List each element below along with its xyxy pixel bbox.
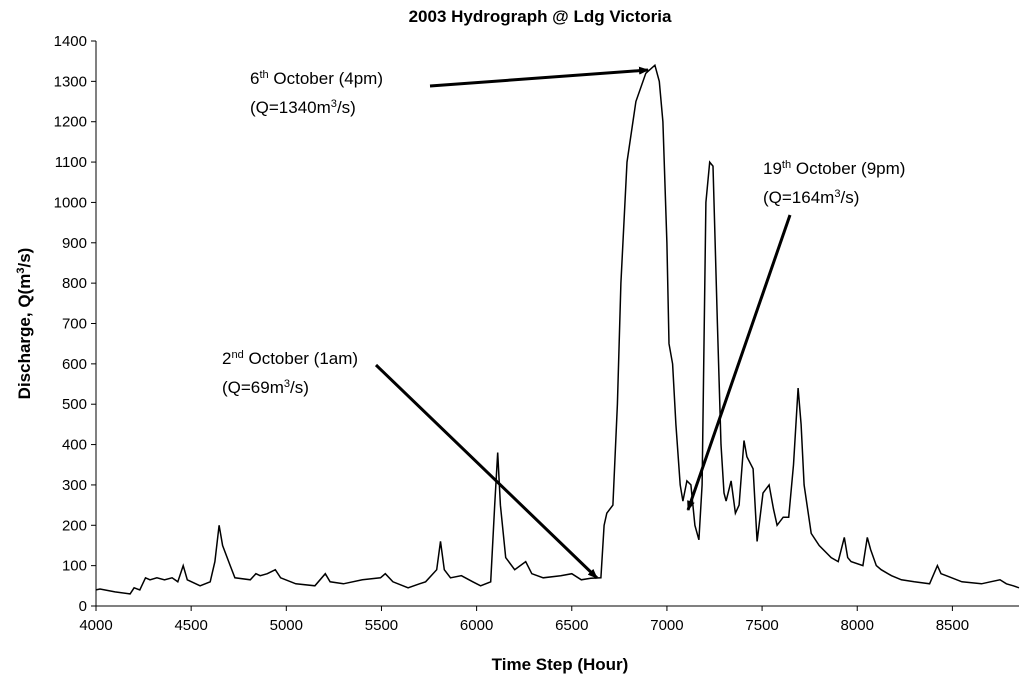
superscript: 3 — [15, 268, 27, 274]
text-segment: October (1am) — [244, 349, 358, 368]
annotation: (Q=164m3/s) — [763, 188, 859, 207]
y-tick-label: 700 — [62, 316, 87, 333]
x-tick-label: 6500 — [555, 617, 588, 634]
text-segment: /s) — [337, 98, 356, 117]
y-axis-label: Discharge, Q(m3/s) — [15, 248, 34, 400]
x-tick-label: 8000 — [841, 617, 874, 634]
superscript: th — [782, 159, 791, 171]
y-tick-label: 300 — [62, 477, 87, 494]
y-tick-label: 600 — [62, 356, 87, 373]
arrow — [686, 214, 792, 511]
y-tick-label: 200 — [62, 517, 87, 534]
x-tick-label: 5000 — [270, 617, 303, 634]
x-tick-label: 5500 — [365, 617, 398, 634]
superscript: 3 — [834, 188, 840, 200]
text-segment: October (9pm) — [791, 159, 905, 178]
y-tick-label: 500 — [62, 396, 87, 413]
superscript: 3 — [284, 378, 290, 390]
x-tick-label: 7500 — [745, 617, 778, 634]
arrow — [429, 66, 649, 88]
y-tick-label: 800 — [62, 275, 87, 292]
y-tick-label: 1000 — [54, 194, 87, 211]
y-tick-label: 400 — [62, 437, 87, 454]
text-segment: Discharge, Q(m — [15, 274, 34, 400]
series-line — [95, 63, 1020, 595]
chart-title: 2003 Hydrograph @ Ldg Victoria — [409, 7, 672, 26]
annotation: (Q=69m3/s) — [222, 378, 309, 397]
text-segment: (Q=69m — [222, 378, 284, 397]
arrows — [374, 66, 792, 580]
arrow — [374, 363, 599, 580]
x-tick-label: 8500 — [936, 617, 969, 634]
annotation: 6th October (4pm) — [250, 69, 383, 88]
superscript: 3 — [331, 98, 337, 110]
text-segment: 6 — [250, 69, 259, 88]
y-tick-label: 900 — [62, 235, 87, 252]
superscript: th — [259, 69, 268, 81]
x-tick-label: 6000 — [460, 617, 493, 634]
x-tick-label: 7000 — [650, 617, 683, 634]
annotation: 2nd October (1am) — [222, 349, 358, 368]
text-segment: /s) — [841, 188, 860, 207]
y-tick-label: 1200 — [54, 114, 87, 131]
y-tick-label: 1400 — [54, 33, 87, 50]
x-tick-label: 4000 — [79, 617, 112, 634]
x-tick-label: 4500 — [174, 617, 207, 634]
y-tick-label: 100 — [62, 558, 87, 575]
superscript: nd — [231, 349, 243, 361]
y-tick-label: 0 — [79, 598, 87, 615]
text-segment: (Q=164m — [763, 188, 834, 207]
annotation: (Q=1340m3/s) — [250, 98, 356, 117]
y-tick-label: 1100 — [55, 154, 87, 171]
text-segment: (Q=1340m — [250, 98, 331, 117]
text-segment: 19 — [763, 159, 782, 178]
text-segment: /s) — [15, 248, 34, 268]
text-segment: /s) — [290, 378, 309, 397]
x-axis-label: Time Step (Hour) — [492, 655, 629, 674]
annotation: 19th October (9pm) — [763, 159, 905, 178]
text-segment: 2 — [222, 349, 231, 368]
y-tick-label: 1300 — [54, 73, 87, 90]
text-segment: October (4pm) — [269, 69, 383, 88]
